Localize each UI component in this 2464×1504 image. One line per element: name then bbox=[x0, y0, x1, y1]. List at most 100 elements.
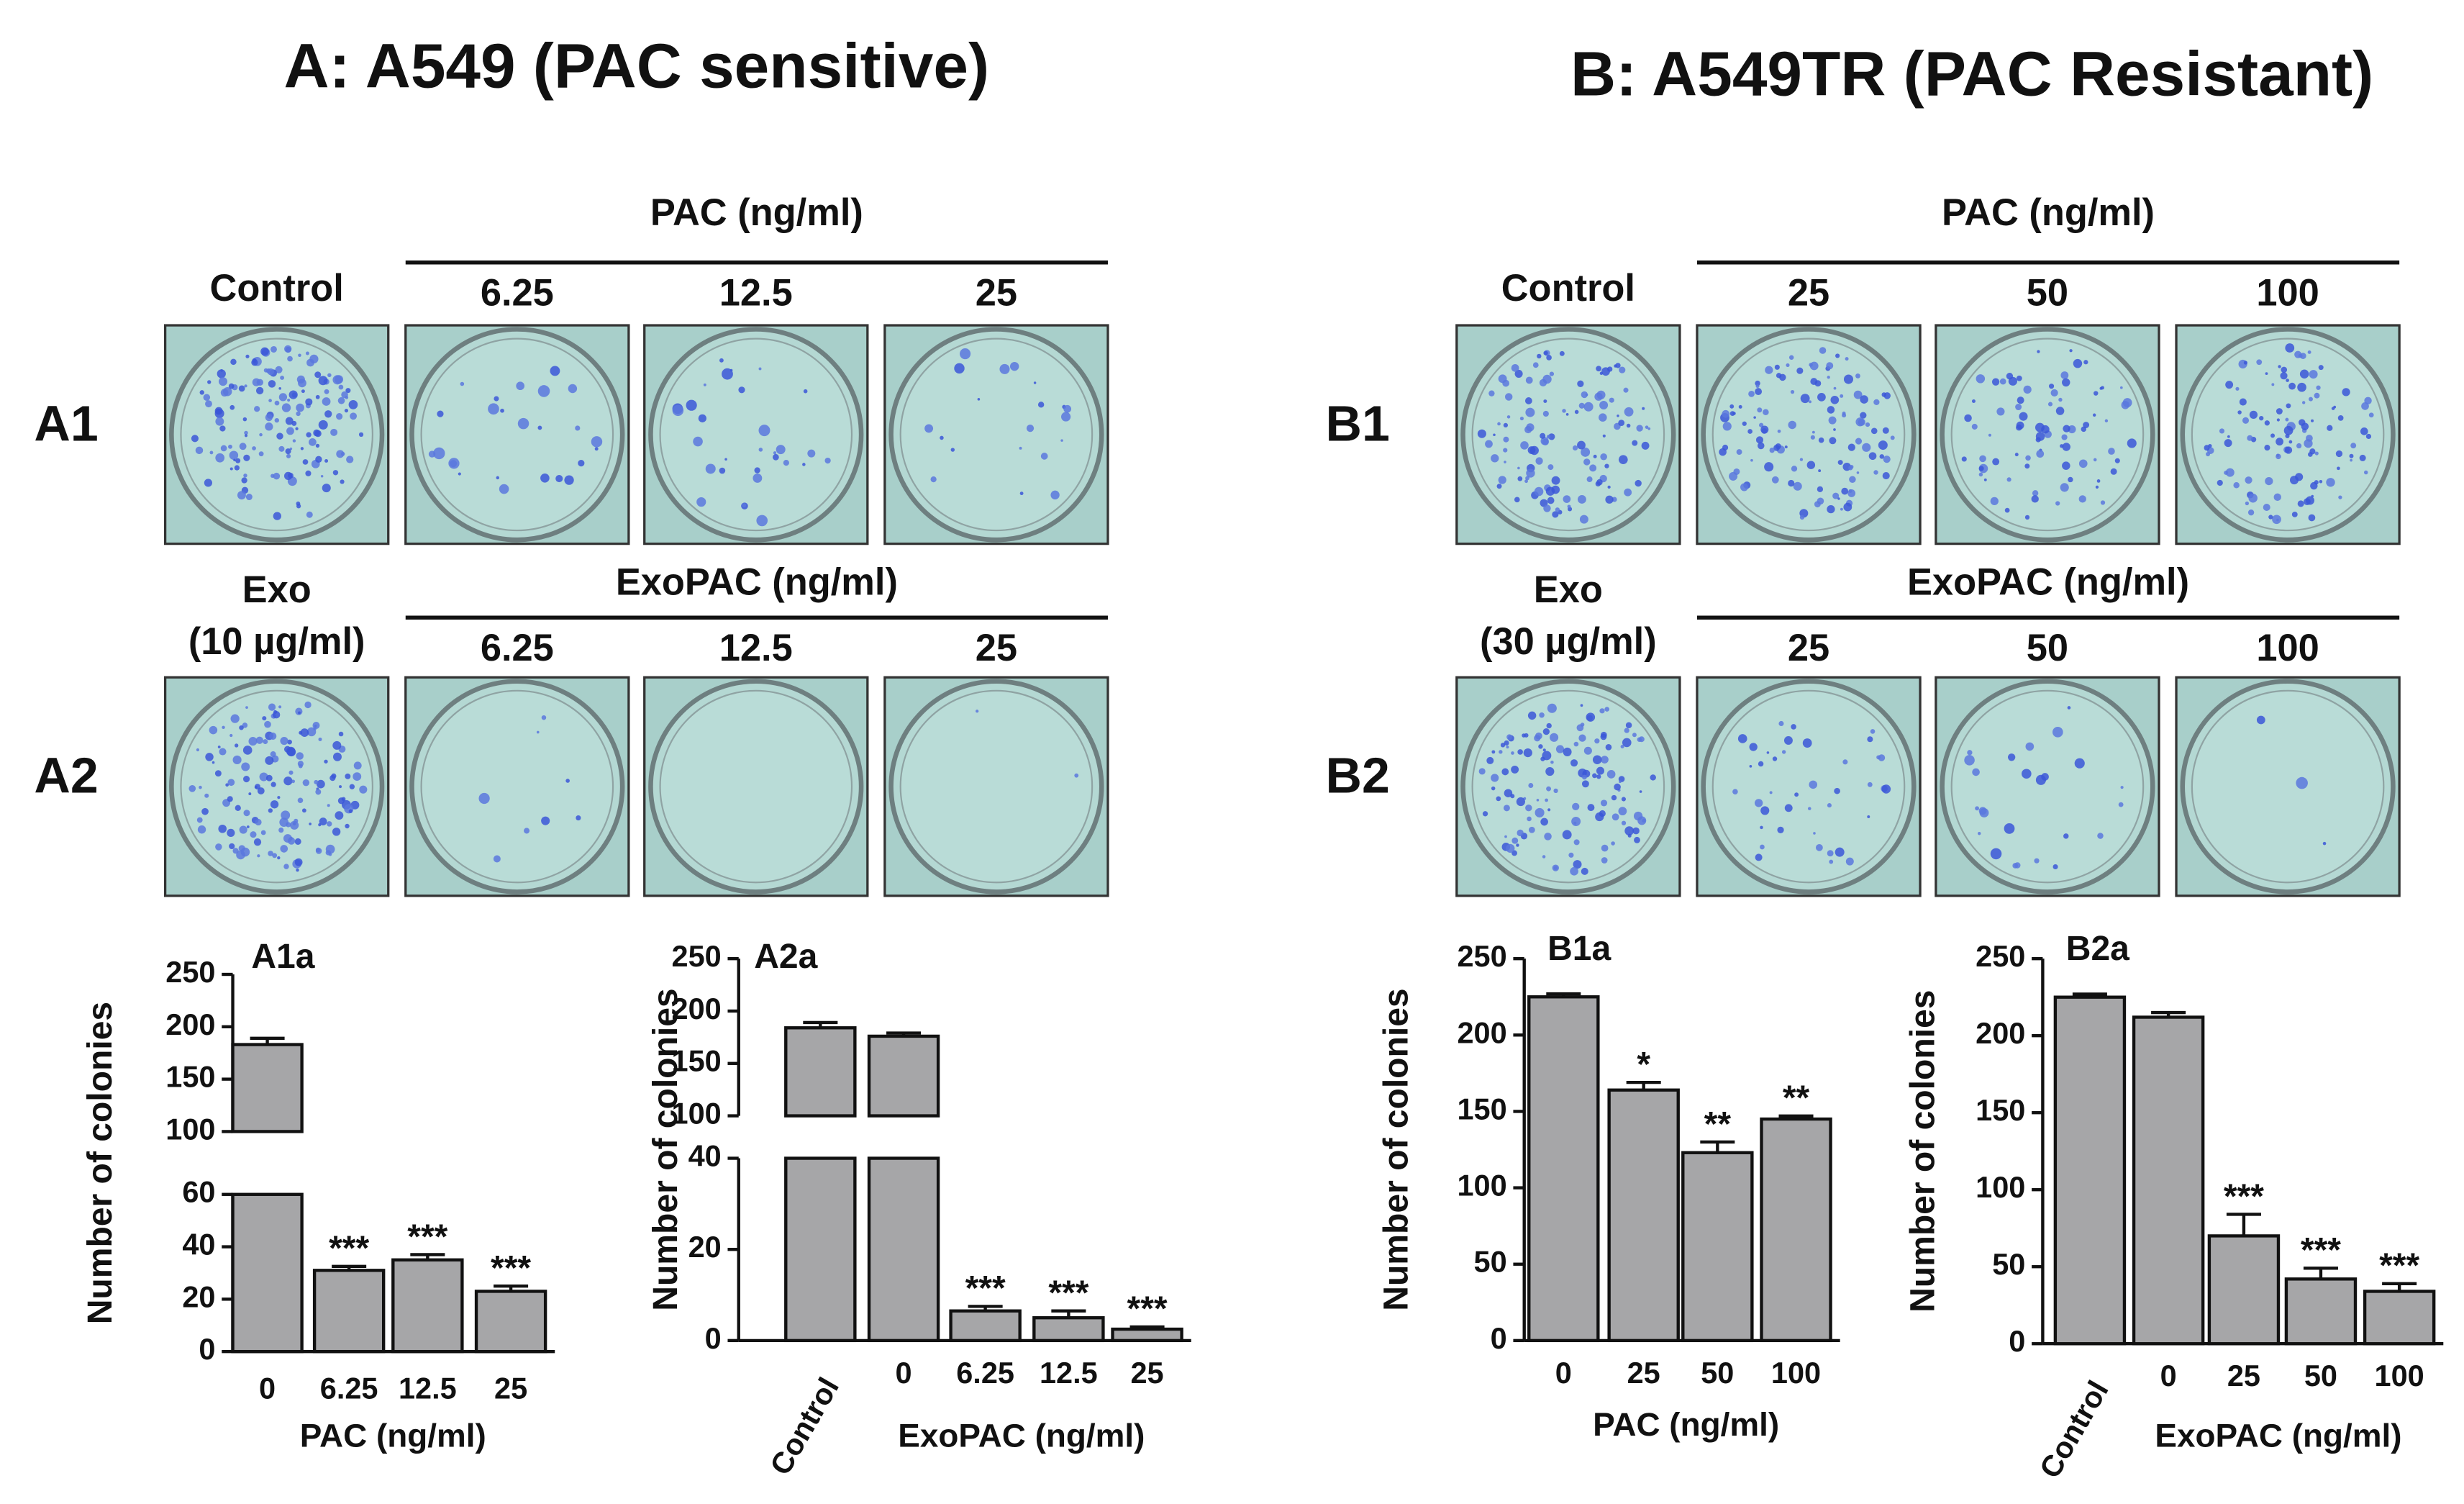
colony bbox=[1729, 411, 1735, 416]
colony bbox=[2058, 397, 2063, 402]
colony bbox=[215, 453, 225, 463]
colony bbox=[724, 458, 727, 461]
colony bbox=[2114, 458, 2120, 463]
colony bbox=[1526, 423, 1535, 432]
colony bbox=[1605, 495, 1614, 504]
colony bbox=[1890, 435, 1895, 440]
colony bbox=[2359, 454, 2366, 461]
colony bbox=[1572, 802, 1580, 810]
colony bbox=[278, 827, 284, 833]
colony bbox=[1755, 853, 1763, 861]
colony bbox=[1491, 786, 1496, 791]
colony bbox=[500, 408, 504, 413]
colony bbox=[1545, 486, 1555, 496]
bar bbox=[784, 1156, 857, 1343]
colony bbox=[227, 779, 235, 787]
colony bbox=[1491, 454, 1499, 463]
colony bbox=[536, 730, 540, 734]
colony bbox=[1516, 797, 1525, 807]
colony bbox=[1971, 399, 1976, 403]
colony bbox=[1979, 455, 1986, 463]
colony bbox=[324, 410, 332, 418]
colony bbox=[1626, 423, 1631, 428]
bar bbox=[2284, 1277, 2358, 1346]
colony bbox=[1843, 374, 1853, 384]
colony bbox=[1818, 469, 1822, 473]
colony bbox=[324, 458, 329, 463]
colony bbox=[1607, 366, 1613, 372]
colony bbox=[1547, 497, 1555, 504]
colony bbox=[555, 474, 563, 483]
dose-label: 50 bbox=[2027, 628, 2068, 669]
colony bbox=[1596, 774, 1601, 779]
colony bbox=[2097, 833, 2104, 839]
colony bbox=[1992, 458, 2000, 466]
colony bbox=[1879, 454, 1885, 459]
colony bbox=[783, 460, 789, 466]
colony bbox=[1881, 392, 1886, 397]
colony bbox=[1642, 407, 1645, 410]
colony bbox=[353, 772, 362, 782]
colony bbox=[214, 770, 222, 777]
row-label: B2 bbox=[1326, 748, 1390, 804]
colony bbox=[2314, 392, 2320, 399]
colony bbox=[273, 710, 278, 714]
colony bbox=[248, 792, 252, 796]
significance-label: *** bbox=[2224, 1177, 2264, 1215]
colony bbox=[954, 363, 965, 374]
colony bbox=[2360, 427, 2368, 435]
colony bbox=[344, 409, 349, 413]
colony bbox=[1547, 464, 1554, 471]
bar bbox=[867, 1034, 940, 1118]
colony bbox=[243, 810, 250, 817]
plate-photo bbox=[1455, 676, 1681, 897]
colony bbox=[220, 389, 229, 397]
colony bbox=[2247, 509, 2255, 516]
colony bbox=[1819, 347, 1827, 354]
colony bbox=[758, 448, 763, 452]
colony bbox=[1577, 495, 1586, 504]
colony bbox=[1754, 799, 1763, 807]
colony bbox=[1641, 441, 1650, 450]
colony bbox=[234, 465, 240, 471]
colony bbox=[1769, 791, 1773, 794]
colony bbox=[1599, 708, 1605, 714]
colony bbox=[287, 398, 291, 402]
colony bbox=[1983, 478, 1987, 481]
colony bbox=[940, 435, 944, 440]
colony bbox=[1537, 353, 1542, 359]
colony bbox=[2280, 372, 2288, 380]
colony bbox=[2273, 493, 2281, 502]
colony bbox=[1562, 409, 1566, 413]
column-label: Exo bbox=[1534, 569, 1603, 611]
colony bbox=[255, 818, 262, 826]
colony bbox=[1760, 425, 1769, 434]
colony bbox=[2337, 414, 2344, 421]
colony bbox=[332, 375, 342, 385]
colony bbox=[242, 746, 253, 755]
colony bbox=[1774, 364, 1780, 370]
colony bbox=[1503, 805, 1510, 812]
colony bbox=[2296, 776, 2308, 789]
plate-inner bbox=[180, 689, 373, 884]
colony bbox=[241, 477, 247, 484]
colony bbox=[2271, 383, 2275, 386]
colony bbox=[1619, 780, 1622, 784]
colony bbox=[1867, 815, 1870, 818]
bar bbox=[1607, 1088, 1680, 1343]
y-tick-label: 40 bbox=[688, 1138, 722, 1172]
x-tick-label: 0 bbox=[896, 1356, 912, 1390]
y-tick-label: 0 bbox=[2009, 1324, 2025, 1358]
colony bbox=[1867, 782, 1873, 787]
y-tick-label: 50 bbox=[1992, 1247, 2025, 1281]
colony bbox=[1540, 437, 1549, 445]
colony bbox=[1511, 765, 1519, 774]
colony bbox=[2298, 353, 2303, 358]
colony bbox=[2083, 360, 2088, 365]
colony bbox=[1599, 400, 1609, 409]
colony bbox=[1602, 434, 1606, 438]
colony bbox=[1074, 773, 1079, 778]
colony bbox=[1498, 374, 1507, 384]
colony bbox=[2047, 402, 2053, 407]
error-bar bbox=[494, 1284, 529, 1292]
